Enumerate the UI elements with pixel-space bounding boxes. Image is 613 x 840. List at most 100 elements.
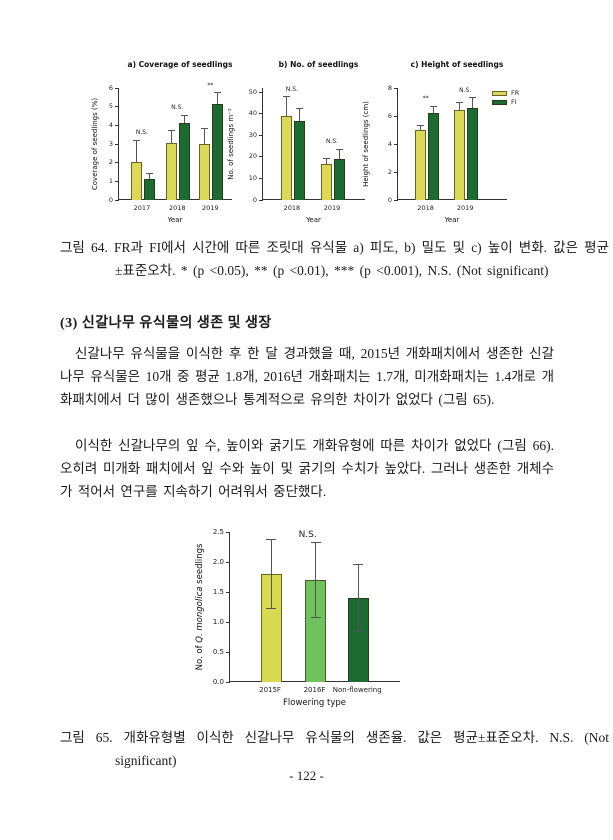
figure65-caption: 그림 65. 개화유형별 이식한 신갈나무 유식물의 생존율. 값은 평균±표준…: [60, 730, 609, 768]
bar: [143, 179, 155, 200]
y-tick-label: 0.0: [212, 677, 224, 686]
y-tick-label: 8: [387, 83, 392, 92]
y-tick-label: 6: [108, 83, 113, 92]
y-axis-label: No. of seedlings m⁻²: [227, 108, 235, 180]
x-tick-label: 2018: [283, 204, 301, 212]
y-tick-mark: [115, 124, 119, 126]
x-tick-label: 2019: [456, 204, 474, 212]
x-axis-label: Year: [167, 216, 183, 224]
bar: [179, 122, 191, 200]
legend-item: FI: [492, 98, 552, 107]
bar-chart-survival: No. of Q. mongolica seedlings 0.0 0.5 1.0 1.…: [180, 518, 480, 723]
sig-label: N.S.: [285, 85, 298, 93]
y-tick-mark: [394, 199, 398, 201]
bar: [130, 161, 142, 200]
y-tick-label: 40: [248, 109, 257, 118]
error-bar-cap: [416, 124, 424, 126]
error-bar: [270, 539, 272, 609]
plot-area: [115, 87, 232, 201]
error-bar-cap: [214, 92, 222, 94]
error-bar-cap: [353, 631, 364, 633]
error-bar-cap: [168, 129, 176, 131]
y-tick-mark: [394, 171, 398, 173]
y-tick-label: 4: [108, 120, 113, 129]
y-tick-mark: [394, 87, 398, 89]
y-tick-mark: [226, 591, 230, 593]
error-bar: [459, 102, 461, 111]
error-bar: [357, 564, 359, 632]
y-tick-mark: [259, 134, 263, 136]
sig-label: N.S.: [171, 104, 184, 112]
page-number: - 122 -: [289, 768, 324, 783]
error-bar-cap: [429, 105, 437, 107]
error-bar: [184, 115, 186, 123]
y-tick-mark: [259, 177, 263, 179]
legend-label: FR: [511, 89, 520, 97]
sig-label: N.S.: [459, 86, 472, 94]
error-bar-cap: [181, 114, 189, 116]
y-tick-label: 6: [387, 111, 392, 120]
error-bar-cap: [201, 127, 209, 129]
bar: [212, 103, 224, 200]
annotation-label: N.S.: [298, 530, 317, 540]
x-tick-label: 2019: [323, 204, 341, 212]
y-tick-label: 1: [108, 176, 113, 185]
y-tick-mark: [115, 143, 119, 145]
y-tick-mark: [226, 651, 230, 653]
error-bar: [315, 542, 316, 618]
y-tick-label: 4: [387, 139, 392, 148]
legend-swatch: [492, 99, 507, 105]
y-tick-mark: [394, 143, 398, 145]
error-bar-cap: [310, 616, 321, 618]
x-tick-label: 2019: [202, 204, 219, 212]
paragraph-2: 이식한 신갈나무의 잎 수, 높이와 굵기도 개화유형에 따른 차이가 없었다 …: [60, 438, 554, 499]
bar-chart-coverage: a) Coverage of seedlings Coverage of seed…: [88, 58, 248, 230]
y-tick-label: 30: [248, 130, 257, 139]
section-heading: (3) 신갈나무 유식물의 생존 및 생장: [60, 316, 272, 331]
error-bar-cap: [336, 148, 344, 150]
y-tick-mark: [259, 199, 263, 201]
error-bar: [419, 125, 421, 130]
plot-area: [259, 88, 365, 201]
bar: [166, 143, 178, 200]
y-tick-label: 20: [248, 152, 257, 161]
bar: [454, 110, 466, 200]
y-tick-mark: [394, 115, 398, 117]
error-bar: [285, 96, 287, 116]
y-tick-label: 3: [108, 139, 113, 148]
error-bar: [472, 97, 474, 108]
y-tick-mark: [115, 199, 119, 201]
bar: [414, 130, 426, 200]
y-tick-label: 2.0: [212, 557, 224, 566]
chart-title: a) Coverage of seedlings: [127, 60, 233, 69]
sig-label: **: [207, 81, 214, 89]
error-bar: [135, 140, 137, 162]
x-tick-label: 2018: [417, 204, 434, 212]
y-tick-label: 5: [108, 102, 113, 111]
x-tick-label: Non-flowering: [332, 686, 382, 694]
error-bar: [171, 130, 173, 144]
x-tick-label: 2016F: [303, 686, 326, 694]
y-tick-label: 0: [252, 195, 257, 204]
y-tick-label: 1.0: [212, 617, 224, 626]
error-bar-cap: [266, 608, 277, 610]
error-bar: [148, 173, 150, 180]
chart-title: b) No. of seedlings: [278, 60, 359, 69]
chart-title: c) Height of seedlings: [410, 60, 504, 69]
bar: [280, 116, 292, 200]
y-tick-mark: [259, 113, 263, 115]
error-bar-cap: [469, 97, 477, 99]
y-tick-mark: [226, 561, 230, 563]
figure64-caption: 그림 64. FR과 FI에서 시간에 따른 조릿대 유식물 a) 피도, b)…: [60, 240, 609, 278]
y-tick-label: 10: [248, 173, 257, 182]
sig-label: N.S.: [325, 138, 339, 146]
error-bar-cap: [282, 96, 290, 98]
paragraph-1: 신갈나무 유식물을 이식한 후 한 달 경과했을 때, 2015년 개화패치에서…: [60, 346, 554, 407]
error-bar-cap: [323, 157, 331, 159]
bar: [293, 121, 305, 200]
bar: [467, 107, 479, 200]
error-bar: [339, 149, 341, 160]
y-tick-mark: [226, 531, 230, 533]
error-bar-cap: [145, 173, 153, 175]
bar: [334, 159, 346, 200]
